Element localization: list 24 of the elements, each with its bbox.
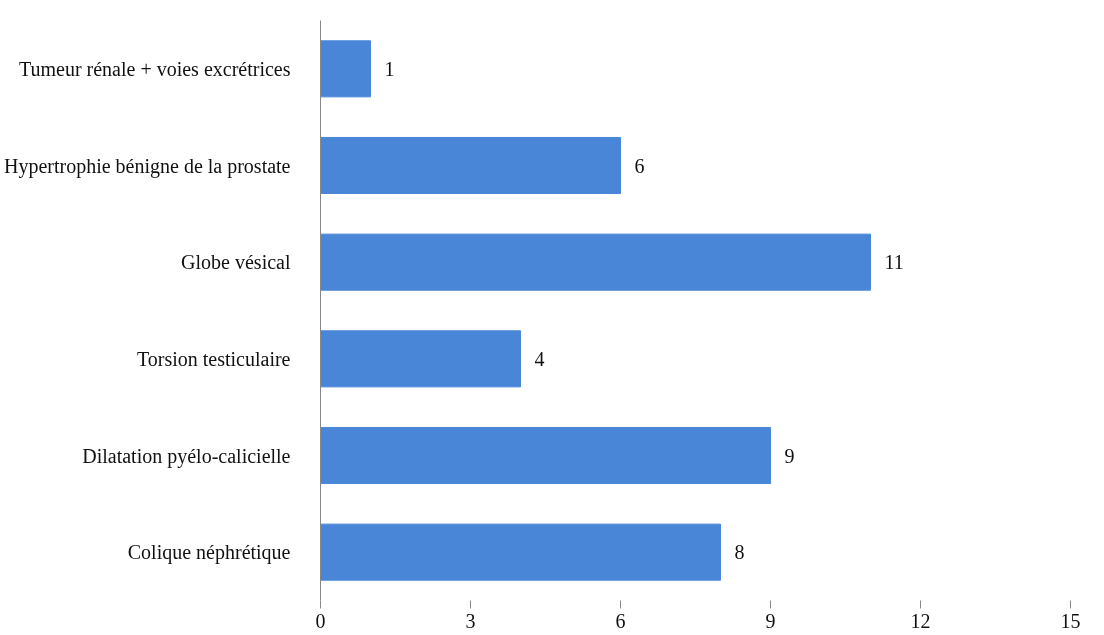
x-tick-label: 0 bbox=[315, 609, 326, 632]
x-tick-label: 9 bbox=[765, 609, 776, 632]
bar bbox=[320, 523, 721, 581]
bar bbox=[320, 233, 871, 291]
bar bbox=[320, 40, 371, 98]
y-tick-label: Dilatation pyélo-calicielle bbox=[82, 444, 291, 468]
y-tick-label: Torsion testiculaire bbox=[136, 347, 291, 370]
y-tick-label: Hypertrophie bénigne de la prostate bbox=[3, 154, 291, 178]
bar bbox=[320, 330, 521, 388]
x-tick-label: 12 bbox=[910, 609, 931, 632]
x-tick-label: 3 bbox=[465, 609, 476, 632]
y-tick-label: Colique néphrétique bbox=[127, 541, 291, 565]
data-label: 9 bbox=[784, 444, 795, 467]
data-label: 6 bbox=[634, 154, 645, 177]
x-tick-label: 6 bbox=[615, 609, 626, 632]
y-tick-label: Globe vésical bbox=[181, 251, 291, 274]
data-label: 11 bbox=[884, 251, 904, 274]
bar bbox=[320, 136, 621, 195]
x-tick-label: 15 bbox=[1060, 609, 1081, 632]
y-tick-label: Tumeur rénale + voies excrétrices bbox=[18, 57, 291, 80]
bar bbox=[320, 426, 771, 485]
data-label: 8 bbox=[734, 541, 745, 564]
data-label: 4 bbox=[534, 347, 545, 370]
data-label: 1 bbox=[384, 57, 395, 80]
